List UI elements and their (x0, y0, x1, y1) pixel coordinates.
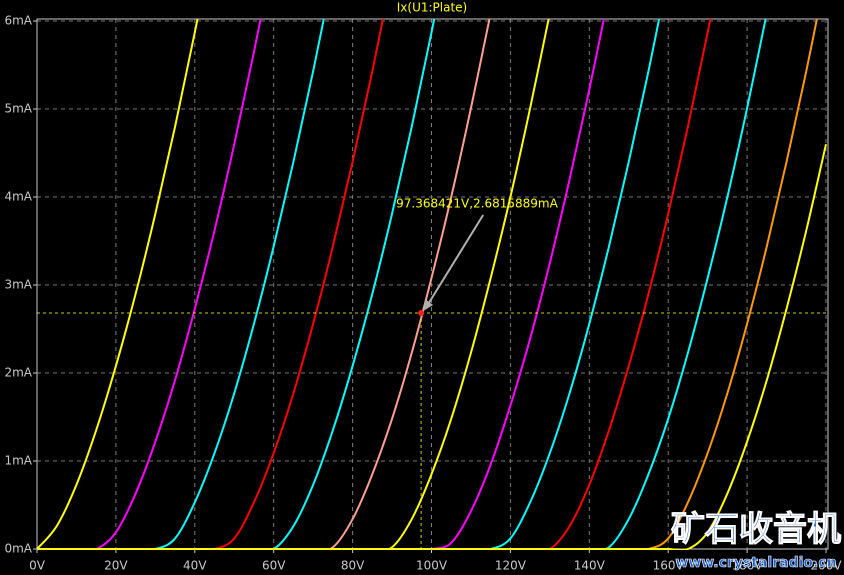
y-tick-label: 5mA (4, 102, 32, 116)
cursor-arrow (424, 214, 484, 310)
y-tick-label: 2mA (4, 366, 32, 380)
y-tick-label: 1mA (4, 454, 32, 468)
x-tick-label: 0V (29, 559, 46, 573)
x-tick-label: 140V (574, 559, 606, 573)
watermark-title: 矿石收音机 (671, 510, 841, 550)
x-tick-label: 120V (495, 559, 527, 573)
watermark: 矿石收音机 www.crystalradio.cn (671, 509, 842, 571)
watermark-url: www.crystalradio.cn (675, 555, 836, 571)
cursor-label: 97.368421V,2.6815889mA (396, 197, 558, 211)
cursor-arrowhead (423, 299, 434, 312)
x-tick-label: 40V (183, 559, 207, 573)
cursor: 97.368421V,2.6815889mA (37, 197, 826, 549)
chart-title: Ix(U1:Plate) (397, 1, 467, 15)
x-tick-label: 60V (262, 559, 286, 573)
curve (37, 143, 827, 550)
x-tick-label: 80V (341, 559, 365, 573)
x-tick-label: 180V (732, 559, 764, 573)
y-tick-label: 3mA (4, 278, 32, 292)
y-tick-label: 4mA (4, 190, 32, 204)
x-tick-label: 100V (416, 559, 448, 573)
y-tick-label: 0mA (4, 542, 32, 556)
x-tick-label: 20V (104, 559, 128, 573)
curve (37, 19, 199, 550)
cursor-point (418, 310, 425, 317)
ticks: 0mA 1mA 2mA 3mA 4mA 5mA 6mA 0V 20V 40V 60V 80V 100V 1… (4, 14, 842, 573)
x-tick-label: 160V (653, 559, 685, 573)
x-tick-label: 200V (810, 559, 842, 573)
y-tick-label: 6mA (4, 14, 32, 28)
grid (36, 19, 827, 550)
